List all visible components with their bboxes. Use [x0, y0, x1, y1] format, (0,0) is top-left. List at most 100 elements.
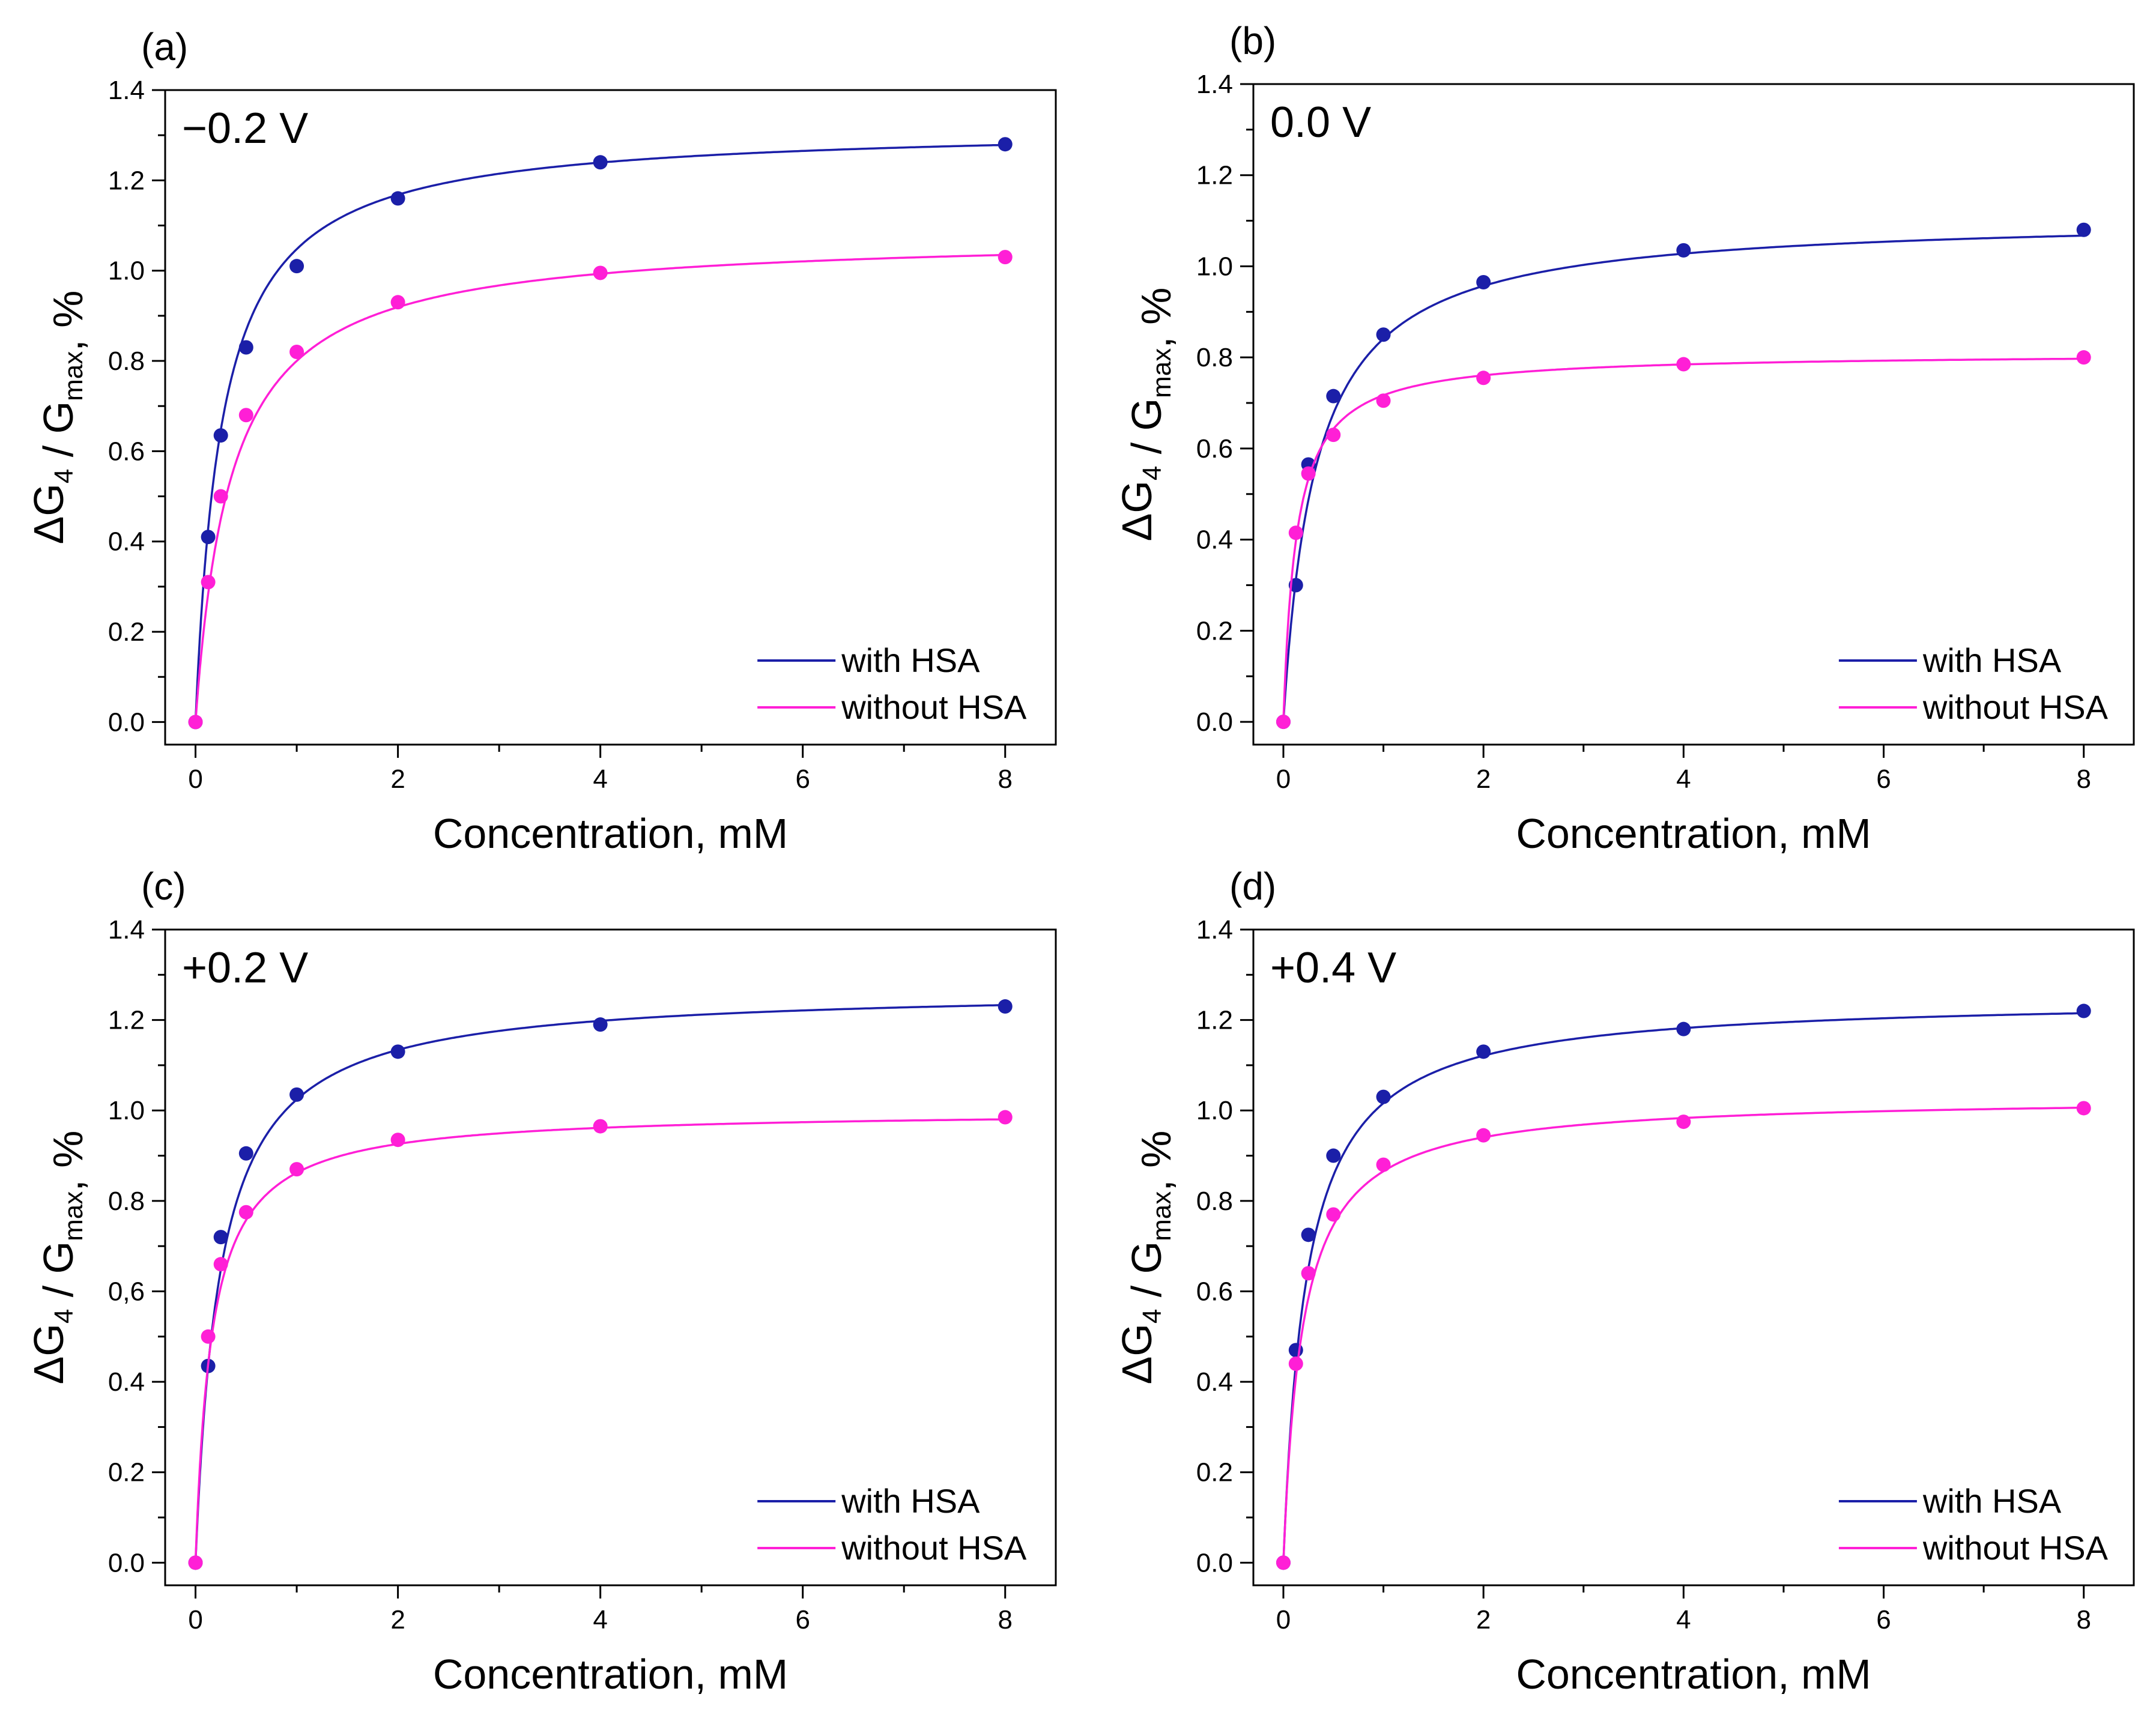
- data-point-without-hsa: [1276, 715, 1291, 730]
- x-tick-label: 4: [1676, 764, 1691, 794]
- y-tick-label: 0.4: [108, 527, 145, 557]
- data-point-without-hsa: [1676, 357, 1691, 372]
- data-point-with-hsa: [1676, 1021, 1691, 1036]
- data-point-with-hsa: [2076, 222, 2091, 237]
- x-tick-label: 6: [1876, 764, 1891, 794]
- data-point-with-hsa: [2076, 1003, 2091, 1018]
- data-point-without-hsa: [1326, 1207, 1341, 1222]
- y-tick-label: 0.8: [1196, 343, 1233, 372]
- data-point-with-hsa: [238, 340, 253, 355]
- legend-label-with-hsa: with HSA: [1922, 1482, 2062, 1520]
- y-tick-label: 0.4: [1196, 1367, 1233, 1397]
- x-tick-label: 4: [1676, 1605, 1691, 1635]
- x-tick-label: 8: [998, 764, 1012, 794]
- y-tick-label: 0.6: [1196, 434, 1233, 464]
- chart-panel-2: 0 2 4 6 8 0.0 0.2 0.4 0.6 0.8 1.0 1.2 1.4 Concentrati…: [1113, 19, 2135, 857]
- x-tick-label: 6: [795, 1605, 810, 1635]
- y-tick-label: 0.2: [1196, 1458, 1233, 1487]
- y-tick-label: 0.0: [108, 1548, 145, 1577]
- data-point-with-hsa: [1476, 1044, 1491, 1059]
- panel-label: (a): [141, 25, 188, 68]
- data-point-without-hsa: [998, 250, 1013, 265]
- y-tick-label: 0.4: [1196, 525, 1233, 555]
- data-point-with-hsa: [593, 155, 608, 170]
- y-tick-label: 1.4: [108, 76, 145, 105]
- x-tick-label: 6: [1876, 1605, 1891, 1635]
- y-axis-title: ΔG4 / Gmax, %: [25, 1131, 91, 1385]
- chart-panel-1: 0 2 4 6 8 0.0 0.2 0.4 0.6 0.8 1.0 1.2 1.4 Concentrati…: [25, 25, 1057, 857]
- data-point-without-hsa: [201, 1329, 216, 1344]
- data-point-without-hsa: [238, 1205, 253, 1220]
- data-point-without-hsa: [1301, 1266, 1316, 1281]
- y-tick-label: 1.4: [108, 915, 145, 945]
- y-tick-label: 0.6: [1196, 1277, 1233, 1306]
- fit-line-with-hsa: [1282, 1012, 2084, 1563]
- chart-panel-3: 0 2 4 6 8 0.0 0.2 0.4 0,6 0.8 1.0 1.2 1.4 Concentrati…: [25, 865, 1057, 1698]
- data-point-with-hsa: [213, 428, 228, 443]
- data-point-without-hsa: [1376, 393, 1391, 408]
- x-axis-title: Concentration, mM: [1516, 1651, 1871, 1698]
- y-tick-label: 0.2: [108, 617, 145, 647]
- data-point-with-hsa: [1326, 1148, 1341, 1163]
- data-point-without-hsa: [213, 1257, 228, 1272]
- panel-label: (d): [1229, 865, 1276, 908]
- x-axis-title: Concentration, mM: [433, 810, 788, 857]
- y-tick-label: 0,6: [108, 1277, 145, 1306]
- y-tick-label: 0.0: [1196, 707, 1233, 737]
- data-point-with-hsa: [390, 1044, 405, 1059]
- legend-label-without-hsa: without HSA: [841, 688, 1027, 726]
- x-tick-label: 2: [1476, 1605, 1491, 1635]
- data-point-with-hsa: [1326, 389, 1341, 404]
- data-point-with-hsa: [1476, 275, 1491, 289]
- data-point-with-hsa: [998, 137, 1013, 152]
- x-tick-label: 0: [1276, 1605, 1291, 1635]
- legend-label-with-hsa: with HSA: [841, 641, 980, 679]
- y-tick-label: 1.0: [108, 1096, 145, 1125]
- chart-panel-4: 0 2 4 6 8 0.0 0.2 0.4 0.6 0.8 1.0 1.2 1.4 Concentrati…: [1113, 865, 2135, 1698]
- y-tick-label: 1.0: [1196, 1096, 1233, 1125]
- data-point-with-hsa: [213, 1230, 228, 1245]
- data-point-without-hsa: [238, 408, 253, 423]
- y-tick-label: 0.8: [108, 346, 145, 376]
- data-point-with-hsa: [998, 999, 1013, 1014]
- plot-frame: [1252, 83, 2135, 746]
- y-tick-label: 1.2: [108, 1006, 145, 1035]
- y-tick-label: 1.2: [1196, 161, 1233, 190]
- legend-label-without-hsa: without HSA: [841, 1529, 1027, 1567]
- x-tick-label: 8: [2076, 764, 2091, 794]
- data-point-without-hsa: [1326, 428, 1341, 443]
- legend-label-without-hsa: without HSA: [1922, 1529, 2109, 1567]
- y-tick-label: 0.2: [1196, 616, 1233, 646]
- data-point-without-hsa: [390, 295, 405, 310]
- voltage-label: +0.2 V: [182, 944, 308, 992]
- x-axis-title: Concentration, mM: [433, 1651, 788, 1698]
- data-point-without-hsa: [188, 715, 203, 730]
- plot-frame: [1252, 928, 2135, 1586]
- plot-frame: [164, 928, 1057, 1586]
- x-tick-label: 4: [593, 764, 607, 794]
- data-point-with-hsa: [1676, 243, 1691, 258]
- data-point-without-hsa: [1288, 525, 1303, 540]
- data-point-without-hsa: [1288, 1356, 1303, 1371]
- y-tick-label: 0.0: [108, 707, 145, 737]
- x-tick-label: 6: [795, 764, 810, 794]
- data-point-without-hsa: [1301, 466, 1316, 481]
- data-point-with-hsa: [593, 1017, 608, 1032]
- data-point-without-hsa: [1676, 1115, 1691, 1130]
- data-point-with-hsa: [1376, 327, 1391, 342]
- y-tick-label: 1.4: [1196, 915, 1233, 945]
- legend-label-without-hsa: without HSA: [1922, 688, 2109, 726]
- y-tick-label: 0.2: [108, 1458, 145, 1487]
- data-point-with-hsa: [289, 259, 304, 274]
- voltage-label: +0.4 V: [1270, 944, 1396, 992]
- x-tick-label: 2: [1476, 764, 1491, 794]
- data-point-without-hsa: [1476, 1128, 1491, 1143]
- data-point-without-hsa: [289, 345, 304, 359]
- x-tick-label: 8: [998, 1605, 1012, 1635]
- y-axis-title: ΔG4 / Gmax, %: [1113, 288, 1179, 542]
- data-point-without-hsa: [2076, 1101, 2091, 1116]
- data-point-without-hsa: [390, 1133, 405, 1148]
- y-tick-label: 1.4: [1196, 70, 1233, 99]
- y-tick-label: 0.8: [1196, 1187, 1233, 1216]
- panel-label: (b): [1229, 19, 1276, 62]
